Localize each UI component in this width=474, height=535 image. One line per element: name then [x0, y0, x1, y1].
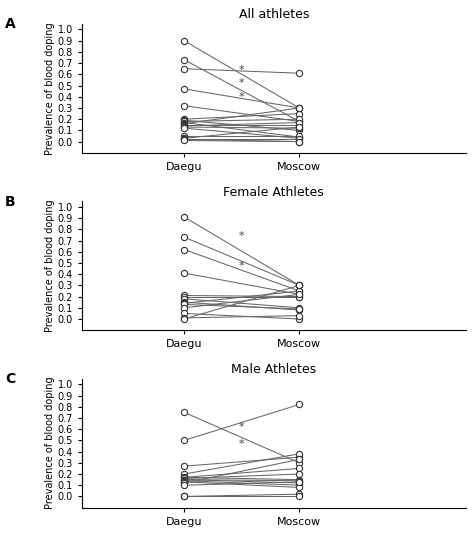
- Text: *: *: [239, 422, 245, 432]
- Text: *: *: [239, 231, 245, 241]
- Title: Male Athletes: Male Athletes: [231, 363, 316, 376]
- Text: *: *: [239, 261, 245, 271]
- Text: C: C: [5, 372, 15, 386]
- Text: *: *: [239, 65, 245, 75]
- Text: B: B: [5, 195, 16, 209]
- Y-axis label: Prevalence of blood doping: Prevalence of blood doping: [45, 377, 55, 509]
- Title: Female Athletes: Female Athletes: [223, 186, 324, 198]
- Text: A: A: [5, 18, 16, 32]
- Text: *: *: [239, 439, 245, 449]
- Text: *: *: [239, 78, 245, 88]
- Title: All athletes: All athletes: [238, 9, 309, 21]
- Text: *: *: [239, 92, 245, 102]
- Y-axis label: Prevalence of blood doping: Prevalence of blood doping: [45, 200, 55, 332]
- Y-axis label: Prevalence of blood doping: Prevalence of blood doping: [45, 22, 55, 155]
